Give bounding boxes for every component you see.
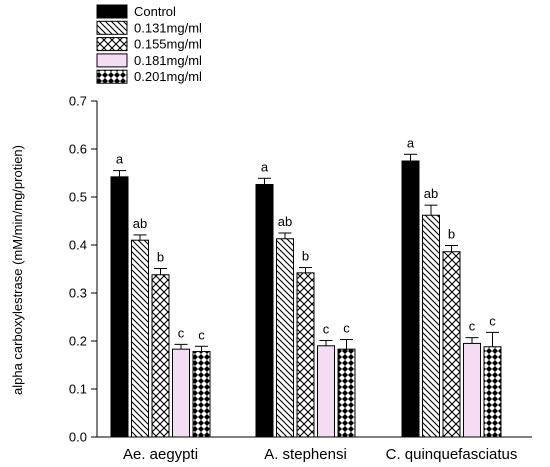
significance-label: c bbox=[343, 321, 350, 336]
bar bbox=[463, 342, 481, 438]
significance-label: c bbox=[198, 327, 205, 342]
y-tick-label: 0.3 bbox=[69, 286, 87, 301]
bar bbox=[151, 274, 170, 438]
y-tick-label: 0.6 bbox=[69, 142, 87, 157]
significance-label: a bbox=[407, 135, 415, 150]
significance-label: c bbox=[489, 313, 496, 328]
bar bbox=[317, 345, 335, 438]
significance-label: c bbox=[178, 325, 185, 340]
significance-label: ab bbox=[424, 186, 438, 201]
legend-swatch bbox=[96, 37, 128, 52]
significance-label: a bbox=[116, 152, 124, 167]
legend-swatch bbox=[96, 20, 128, 35]
y-tick-label: 0.5 bbox=[69, 190, 87, 205]
x-tick-label: Ae. aegypti bbox=[123, 446, 198, 463]
y-axis: 0.0 0.1 0.2 0.3 0.4 0.5 0.6 0.7 bbox=[69, 94, 98, 445]
legend-label: Control bbox=[134, 4, 176, 19]
y-tick-label: 0.2 bbox=[69, 334, 87, 349]
bar bbox=[172, 348, 190, 438]
legend-label: 0.131mg/ml bbox=[134, 20, 202, 35]
x-tick-label: A. stephensi bbox=[264, 446, 347, 463]
significance-label: c bbox=[469, 319, 476, 334]
significance-label: b bbox=[448, 226, 455, 241]
bar bbox=[422, 214, 440, 438]
legend-swatch bbox=[96, 69, 128, 84]
legend-label: 0.155mg/ml bbox=[134, 37, 202, 52]
bar bbox=[483, 346, 502, 438]
significance-label: a bbox=[261, 159, 269, 174]
bar bbox=[192, 351, 211, 438]
significance-label: c bbox=[323, 322, 330, 337]
bar bbox=[337, 348, 356, 438]
significance-label: ab bbox=[133, 216, 147, 231]
legend-swatch bbox=[96, 53, 128, 68]
x-axis: Ae. aegypti A. stephensi C. quinquefasciat… bbox=[97, 436, 532, 463]
bar bbox=[442, 251, 461, 438]
legend-label: 0.181mg/ml bbox=[134, 53, 202, 68]
significance-label: b bbox=[302, 249, 309, 264]
y-tick-label: 0.0 bbox=[69, 430, 87, 445]
x-tick-label: C. quinquefasciatus bbox=[386, 446, 518, 463]
y-axis-label: alpha carboxylestrase (mM/min/mg/protien… bbox=[10, 145, 25, 395]
legend-label: 0.201mg/ml bbox=[134, 69, 202, 84]
bar bbox=[276, 238, 294, 438]
bar bbox=[131, 239, 149, 438]
bar bbox=[255, 184, 274, 438]
significance-label: b bbox=[157, 250, 164, 265]
legend-swatch bbox=[96, 4, 128, 19]
bar bbox=[401, 160, 420, 438]
y-tick-label: 0.1 bbox=[69, 382, 87, 397]
y-tick-label: 0.4 bbox=[69, 238, 87, 253]
bar bbox=[296, 272, 315, 438]
y-tick-label: 0.7 bbox=[69, 94, 87, 109]
significance-label: ab bbox=[278, 214, 292, 229]
bar bbox=[110, 176, 129, 438]
